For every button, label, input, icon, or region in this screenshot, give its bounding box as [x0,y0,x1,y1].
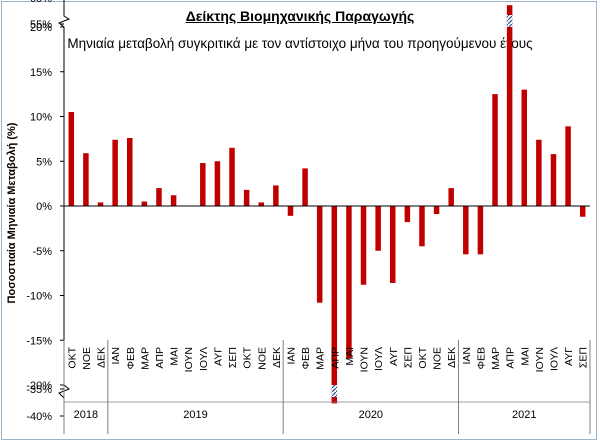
x-tick-label: ΙΑΝ [110,347,122,365]
bar [200,163,206,206]
bar [112,139,118,206]
x-tick-label: ΑΠΡ [154,347,166,369]
y-tick-label: 60% [30,0,52,5]
bar [390,206,396,283]
bar [346,206,352,359]
x-tick-label: ΙΟΥΛ [373,347,385,371]
x-tick-label: ΜΑΙ [169,347,181,366]
x-tick-label: ΙΟΥΝ [534,347,546,372]
bar [331,206,338,404]
bar [448,188,454,206]
y-tick-label: 0% [36,201,52,213]
y-tick-label: -35% [26,384,52,396]
x-tick-label: ΔΕΚ [96,347,108,368]
bar [156,188,162,206]
year-label: 2018 [74,409,98,421]
x-tick-label: ΙΟΥΝ [183,347,195,372]
y-tick-label: -10% [26,291,52,303]
y-tick-label: -15% [26,335,52,347]
bar [229,147,235,206]
x-tick-label: ΙΟΥΛ [198,347,210,371]
y-tick-label: 20% [30,22,52,34]
x-tick-label: ΑΥΓ [388,347,400,366]
bar [404,206,411,223]
bar [273,185,279,206]
bar [521,89,527,206]
x-tick-label: ΑΥΓ [563,347,575,366]
x-tick-label: ΝΟΕ [81,347,93,370]
x-tick-label: ΔΕΚ [446,347,458,368]
x-tick-label: ΑΠΡ [505,347,517,369]
bar [316,206,323,303]
bar [360,206,367,285]
bar [477,206,484,255]
x-tick-label: ΜΑΡ [139,347,151,370]
x-tick-label: ΦΕΒ [300,347,312,369]
x-tick-label: ΑΠΡ [329,347,341,369]
bar [419,206,425,247]
x-tick-label: ΣΕΠ [402,347,414,368]
y-tick-label: 55% [30,19,52,31]
bar [463,206,469,255]
x-tick-label: ΣΕΠ [578,347,590,368]
y-tick-label: 15% [30,67,52,79]
bar-break-marker [331,385,338,397]
bar [97,202,104,206]
year-label: 2019 [183,409,207,421]
bar [214,161,221,206]
bar [536,139,542,206]
chart-title: Δείκτης Βιομηχανικής Παραγωγής [185,8,415,24]
bar [258,202,264,206]
x-tick-label: ΦΕΒ [125,347,137,369]
x-tick-label: ΔΕΚ [271,347,283,368]
x-tick-label: ΣΕΠ [227,347,239,368]
bar [170,195,177,206]
year-label: 2021 [512,409,536,421]
x-tick-label: ΜΑΡ [315,347,327,370]
y-tick-label: -40% [26,411,52,423]
y-tick-label: -5% [32,246,52,258]
bar [302,168,308,206]
bar [550,154,557,206]
x-tick-label: ΜΑΙ [519,347,531,366]
chart-subtitle: Μηνιαία μεταβολή συγκριτικά με τον αντίσ… [67,36,533,51]
y-axis-ticks: 60% 55%20% 15% 10% 5% 0% -5% -10% -15% -20%-35% -4… [26,0,64,423]
x-tick-label: ΟΚΤ [417,346,429,368]
x-tick-label: ΙΟΥΝ [359,347,371,372]
bar [127,137,133,206]
year-label: 2020 [359,409,383,421]
bars [68,5,586,404]
x-tick-label: ΜΑΡ [490,347,502,370]
x-tick-label: ΝΟΕ [256,347,268,370]
bar [243,189,250,206]
y-tick-label: 10% [30,112,52,124]
x-tick-label: ΝΟΕ [432,347,444,370]
x-tick-label: ΙΟΥΛ [548,347,560,371]
bar [565,126,571,206]
x-tick-label: ΟΚΤ [242,346,254,368]
x-tick-label: ΟΚΤ [66,346,78,368]
x-tick-label: ΑΥΓ [212,347,224,366]
bar-break-marker [506,15,513,27]
bar [287,206,294,216]
bar [492,94,498,206]
x-tick-label: ΙΑΝ [285,347,297,365]
bar [375,206,381,251]
bar [141,201,148,206]
x-axis-labels: ΟΚΤ ΝΟΕ ΔΕΚ ΙΑΝ ΦΕΒ ΜΑΡ ΑΠΡ ΜΑΙ ΙΟΥΝ ΙΟΥΛ ΑΥΓ ΣΕΠ ΟΚ… [63,340,591,434]
x-tick-label: ΜΑΙ [344,347,356,366]
bar [506,5,513,207]
bar [68,112,75,206]
x-tick-label: ΙΑΝ [461,347,473,365]
bar [433,206,440,215]
x-tick-label: ΦΕΒ [475,347,487,369]
y-tick-label: 5% [36,156,52,168]
y-tick-label: -20% [26,380,52,392]
y-axis-label: Ποσοστιαία Μηνιαία Μεταβολή (%) [6,122,18,303]
bar [83,153,89,206]
bar [579,206,586,217]
axes [58,0,590,416]
